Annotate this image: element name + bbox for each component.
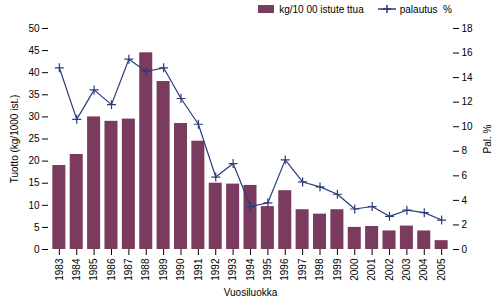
svg-text:12: 12: [462, 96, 474, 107]
svg-text:2003: 2003: [401, 258, 412, 281]
svg-text:0: 0: [462, 244, 468, 255]
svg-text:40: 40: [28, 67, 40, 78]
html-text:kg/10 00 istute ttua: kg/10 00 istute ttua: [279, 3, 364, 15]
svg-text:1985: 1985: [88, 258, 99, 281]
svg-text:5: 5: [34, 222, 40, 233]
svg-text:1986: 1986: [106, 258, 117, 281]
svg-text:0: 0: [34, 244, 40, 255]
svg-text:1995: 1995: [262, 258, 273, 281]
svg-text:2005: 2005: [436, 258, 447, 281]
svg-text:50: 50: [28, 23, 40, 34]
svg-text:25: 25: [28, 133, 40, 144]
svg-text:35: 35: [28, 89, 40, 100]
svg-text:6: 6: [462, 170, 468, 181]
svg-text:2: 2: [462, 219, 468, 230]
svg-text:Pal. %: Pal. %: [482, 124, 493, 153]
svg-text:45: 45: [28, 45, 40, 56]
svg-text:Tuotto (kg/1000 ist.): Tuotto (kg/1000 ist.): [9, 95, 20, 184]
svg-text:1990: 1990: [175, 258, 186, 281]
svg-text:1994: 1994: [245, 258, 256, 281]
svg-text:4: 4: [462, 195, 468, 206]
svg-text:18: 18: [462, 23, 474, 34]
svg-text:1989: 1989: [158, 258, 169, 281]
svg-text:14: 14: [462, 72, 474, 83]
svg-text:10: 10: [462, 121, 474, 132]
svg-text:1991: 1991: [193, 258, 204, 281]
svg-text:1983: 1983: [54, 258, 65, 281]
html-text:palautus %: palautus %: [399, 3, 452, 15]
svg-text:1987: 1987: [123, 258, 134, 281]
svg-text:1988: 1988: [140, 258, 151, 281]
svg-text:1984: 1984: [71, 258, 82, 281]
svg-text:Vuosiluokka: Vuosiluokka: [224, 287, 278, 298]
svg-text:16: 16: [462, 47, 474, 58]
svg-text:8: 8: [462, 145, 468, 156]
svg-text:1998: 1998: [314, 258, 325, 281]
svg-text:1992: 1992: [210, 258, 221, 281]
svg-text:1999: 1999: [332, 258, 343, 281]
svg-text:2001: 2001: [366, 258, 377, 281]
svg-text:1997: 1997: [297, 258, 308, 281]
svg-text:15: 15: [28, 177, 40, 188]
svg-text:2004: 2004: [418, 258, 429, 281]
svg-text:2002: 2002: [384, 258, 395, 281]
svg-text:1993: 1993: [227, 258, 238, 281]
svg-text:1996: 1996: [279, 258, 290, 281]
svg-text:2000: 2000: [349, 258, 360, 281]
svg-text:10: 10: [28, 200, 40, 211]
svg-text:20: 20: [28, 155, 40, 166]
svg-text:30: 30: [28, 111, 40, 122]
